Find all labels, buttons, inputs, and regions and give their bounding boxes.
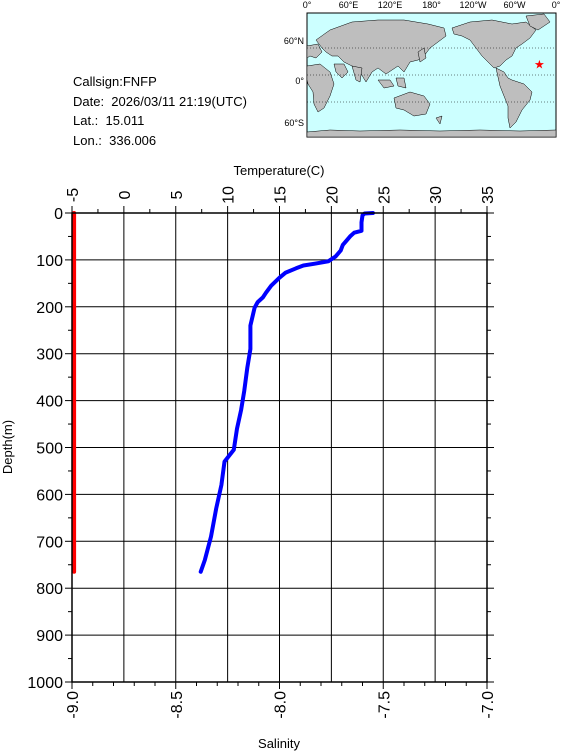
depth-tick-label: 500 [36, 441, 63, 458]
map-lon-label: 0° [552, 0, 561, 10]
depth-tick-label: 300 [36, 347, 63, 364]
chart-grid [72, 213, 487, 682]
star-icon: ★ [534, 58, 545, 72]
depth-tick-label: 100 [36, 253, 63, 270]
map-lon-label: 60°W [503, 0, 526, 10]
depth-tick-label: 700 [36, 534, 63, 551]
temperature-tick-label: 30 [428, 186, 445, 204]
depth-tick-label: 900 [36, 628, 63, 645]
salinity-tick-label: -9.0 [65, 691, 82, 719]
temperature-axis-title: Temperature(C) [233, 163, 324, 178]
temperature-tick-label: 20 [324, 186, 341, 204]
temperature-tick-label: 35 [480, 186, 497, 204]
map-lon-label: 60°E [339, 0, 359, 10]
salinity-tick-label: -8.5 [169, 691, 186, 719]
temperature-tick-label: -5 [65, 188, 82, 202]
salinity-tick-label: -7.0 [480, 691, 497, 719]
depth-tick-label: 0 [54, 206, 63, 223]
map-lon-label: 180° [422, 0, 441, 10]
temperature-profile-line [198, 211, 375, 574]
temperature-tick-label: 10 [221, 186, 238, 204]
depth-tick-label: 1000 [27, 675, 63, 692]
longitude-text: Lon.: 336.006 [73, 132, 157, 148]
map-lon-label: 120°W [459, 0, 487, 10]
depth-tick-label: 400 [36, 394, 63, 411]
map-lat-label: 0° [295, 76, 304, 86]
salinity-tick-label: -7.5 [376, 691, 393, 719]
map-lat-label: 60°N [284, 36, 304, 46]
depth-tick-label: 600 [36, 487, 63, 504]
date-text: Date: 2026/03/11 21:19(UTC) [73, 93, 247, 109]
temperature-tick-label: 25 [376, 186, 393, 204]
chart-series [72, 211, 375, 574]
map-land [306, 13, 557, 138]
depth-tick-label: 200 [36, 300, 63, 317]
map-lat-label: 60°S [284, 118, 304, 128]
temperature-tick-label: 0 [117, 190, 134, 199]
callsign-text: Callsign:FNFP [73, 74, 157, 89]
latitude-text: Lat.: 15.011 [73, 113, 145, 128]
salinity-axis-title: Salinity [258, 736, 300, 751]
station-info: Callsign:FNFP Date: 2026/03/11 21:19(UTC… [73, 72, 247, 150]
temperature-tick-label: 5 [169, 190, 186, 199]
temperature-tick-label: 15 [273, 186, 290, 204]
map-lon-label: 0° [303, 0, 312, 10]
salinity-tick-label: -8.0 [273, 691, 290, 719]
map-lon-label: 120°E [378, 0, 403, 10]
depth-axis-title: Depth(m) [0, 420, 15, 474]
depth-tick-label: 800 [36, 581, 63, 598]
